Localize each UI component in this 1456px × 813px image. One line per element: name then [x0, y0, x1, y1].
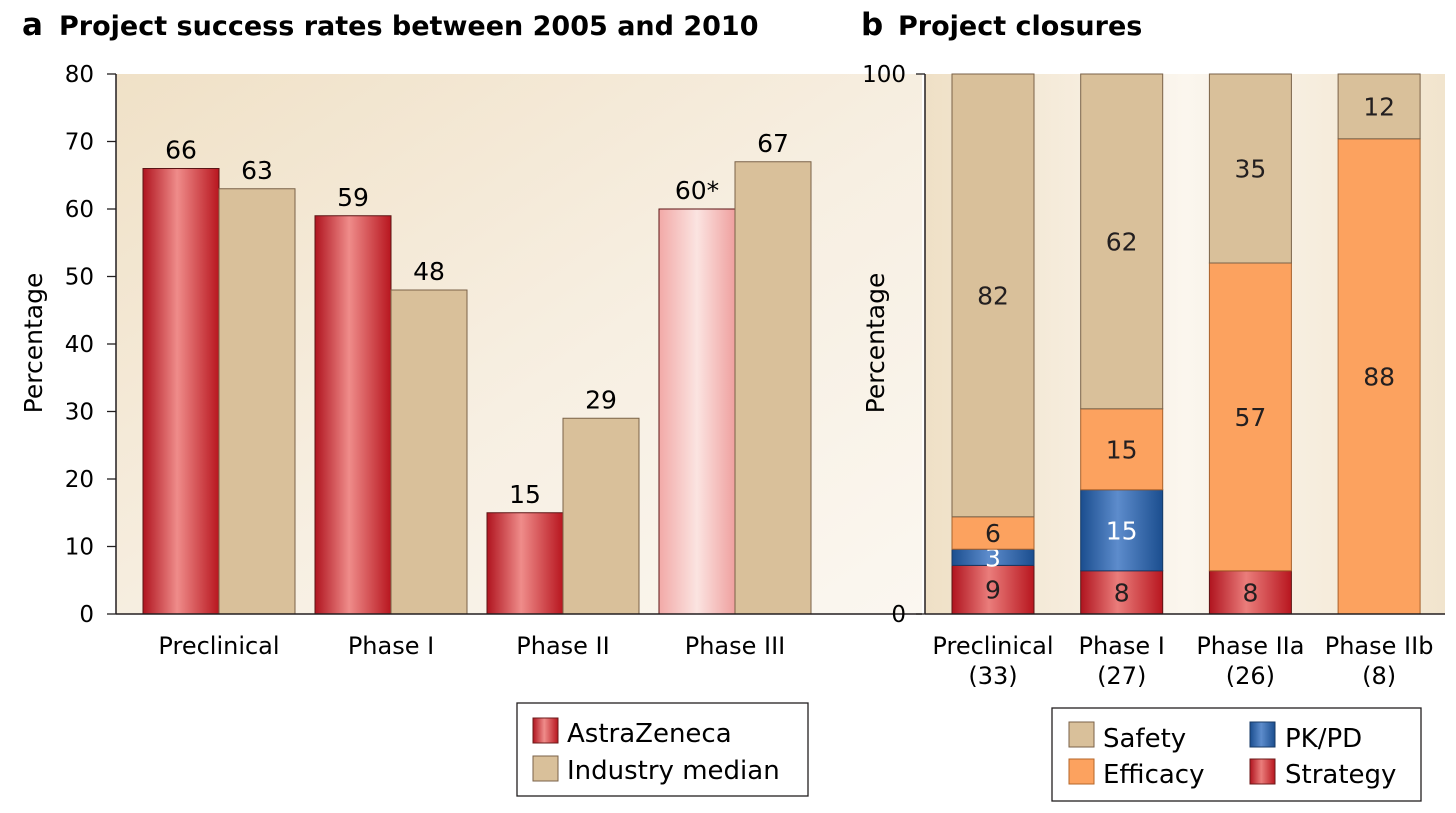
panel-a-title: Project success rates between 2005 and 2… — [59, 11, 759, 42]
legend-label-astrazeneca: AstraZeneca — [567, 719, 732, 749]
panel-b-categories: Preclinical(33) Phase I(27) Phase IIa(26) P… — [932, 632, 1433, 690]
panel-a-y-ticks: 0 10 20 30 40 50 60 70 80 — [65, 62, 116, 628]
data-label-strategy-phase-iia: 8 — [1242, 578, 1258, 607]
panel-a-y-axis-title: Percentage — [19, 273, 48, 414]
panel-a-legend: AstraZeneca Industry median — [516, 702, 809, 797]
y-tick-label: 20 — [65, 467, 94, 493]
bar-astrazeneca-phase-ii — [486, 512, 564, 615]
panel-a: a Project success rates between 2005 and… — [19, 7, 922, 797]
data-label-safety-phase-iia: 35 — [1234, 155, 1266, 184]
y-tick-label: 60 — [65, 197, 94, 223]
x-category-count: (33) — [968, 662, 1017, 690]
segment-strategy-preclinical — [951, 564, 1035, 615]
x-category-label: Phase IIa — [1196, 632, 1304, 660]
segment-pk-pd-phase-i — [1080, 489, 1164, 572]
x-category-label: Preclinical — [932, 632, 1053, 660]
x-category-label: Phase I — [1079, 632, 1165, 660]
x-category-label: Phase III — [685, 632, 786, 660]
x-category-count: (26) — [1226, 662, 1275, 690]
segment-efficacy-phase-i — [1080, 408, 1164, 491]
legend-swatch-pkpd — [1249, 721, 1276, 748]
segment-efficacy-preclinical — [951, 516, 1035, 550]
bar-industry-median-preclinical — [218, 188, 296, 615]
data-label-pk-pd-phase-i: 15 — [1106, 516, 1138, 545]
data-label-strategy-preclinical: 9 — [985, 576, 1001, 605]
data-label-efficacy-preclinical: 6 — [985, 519, 1001, 548]
panel-b-y-ticks: 0 100 — [862, 62, 925, 628]
data-label-astrazeneca-phase-ii: 15 — [509, 480, 541, 509]
legend-label-strategy: Strategy — [1285, 760, 1396, 790]
segment-strategy-phase-i — [1080, 570, 1164, 615]
panel-b-letter: b — [861, 7, 883, 43]
y-tick-label: 50 — [65, 265, 94, 291]
data-label-safety-preclinical: 82 — [977, 281, 1009, 310]
panel-b-legend: Safety PK/PD Efficacy Strategy — [1051, 707, 1422, 802]
legend-swatch-industry-median — [532, 755, 559, 782]
bar-industry-median-phase-iii — [734, 161, 812, 615]
legend-b-frame — [1051, 707, 1422, 802]
x-category-label: Preclinical — [158, 632, 279, 660]
panel-b: b Project closures 0 100 9 36 82 8 15 15 62 8 57 3… — [861, 7, 1445, 802]
y-tick-label: 70 — [65, 130, 94, 156]
segment-safety-phase-i — [1080, 73, 1164, 410]
x-category-count: (8) — [1362, 662, 1396, 690]
bar-industry-median-phase-i — [390, 289, 468, 615]
y-tick-label: 0 — [891, 602, 906, 628]
panel-b-y-axis-title: Percentage — [861, 273, 890, 414]
data-label-efficacy-phase-iia: 57 — [1234, 403, 1266, 432]
data-label-industry-median-phase-ii: 29 — [585, 385, 617, 414]
data-label-efficacy-phase-iib: 88 — [1363, 362, 1395, 391]
segment-safety-phase-iib — [1337, 73, 1421, 140]
data-label-astrazeneca-preclinical: 66 — [165, 136, 197, 165]
legend-label-efficacy: Efficacy — [1103, 760, 1204, 790]
legend-swatch-astrazeneca — [532, 717, 559, 744]
legend-label-pkpd: PK/PD — [1285, 724, 1362, 754]
panel-a-letter: a — [22, 7, 43, 43]
panel-b-axes — [924, 74, 1445, 615]
legend-swatch-safety — [1068, 721, 1095, 748]
data-label-strategy-phase-i: 8 — [1114, 578, 1130, 607]
panel-a-categories: Preclinical Phase I Phase II Phase III — [158, 632, 785, 660]
x-category-label: Phase II — [516, 632, 609, 660]
data-label-efficacy-phase-i: 15 — [1106, 435, 1138, 464]
bar-astrazeneca-preclinical — [142, 168, 220, 615]
data-label-astrazeneca-phase-i: 59 — [337, 183, 369, 212]
bar-astrazeneca-phase-i — [314, 215, 392, 615]
data-label-safety-phase-iib: 12 — [1363, 92, 1395, 121]
y-tick-label: 10 — [65, 535, 94, 561]
y-tick-label: 100 — [862, 62, 906, 88]
segment-efficacy-phase-iib — [1337, 138, 1421, 615]
panel-b-title: Project closures — [898, 11, 1142, 42]
panel-a-bars: 66 63 59 48 15 29 60* 67 — [142, 129, 812, 615]
y-tick-label: 0 — [79, 602, 94, 628]
x-category-label: Phase I — [348, 632, 434, 660]
x-category-label: Phase IIb — [1325, 632, 1434, 660]
data-label-industry-median-phase-i: 48 — [413, 257, 445, 286]
panel-b-bars: 9 36 82 8 15 15 62 8 57 35 88 12 — [951, 73, 1421, 615]
data-label-industry-median-phase-iii: 67 — [757, 129, 789, 158]
legend-a-frame — [516, 702, 809, 797]
bar-industry-median-phase-ii — [562, 417, 640, 615]
data-label-astrazeneca-phase-iii: 60* — [675, 176, 719, 205]
legend-label-industry-median: Industry median — [567, 756, 780, 786]
bar-astrazeneca-phase-iii — [658, 208, 736, 615]
segment-safety-phase-iia — [1208, 73, 1292, 264]
segment-safety-preclinical — [951, 73, 1035, 518]
y-tick-label: 40 — [65, 332, 94, 358]
legend-swatch-strategy — [1249, 758, 1276, 785]
data-label-industry-median-preclinical: 63 — [241, 156, 273, 185]
legend-swatch-efficacy — [1068, 758, 1095, 785]
data-label-pk-pd-preclinical: 3 — [985, 543, 1001, 572]
y-tick-label: 80 — [65, 62, 94, 88]
legend-label-safety: Safety — [1103, 724, 1186, 754]
x-category-count: (27) — [1097, 662, 1146, 690]
data-label-safety-phase-i: 62 — [1106, 227, 1138, 256]
panel-a-axes — [115, 74, 922, 615]
y-tick-label: 30 — [65, 400, 94, 426]
